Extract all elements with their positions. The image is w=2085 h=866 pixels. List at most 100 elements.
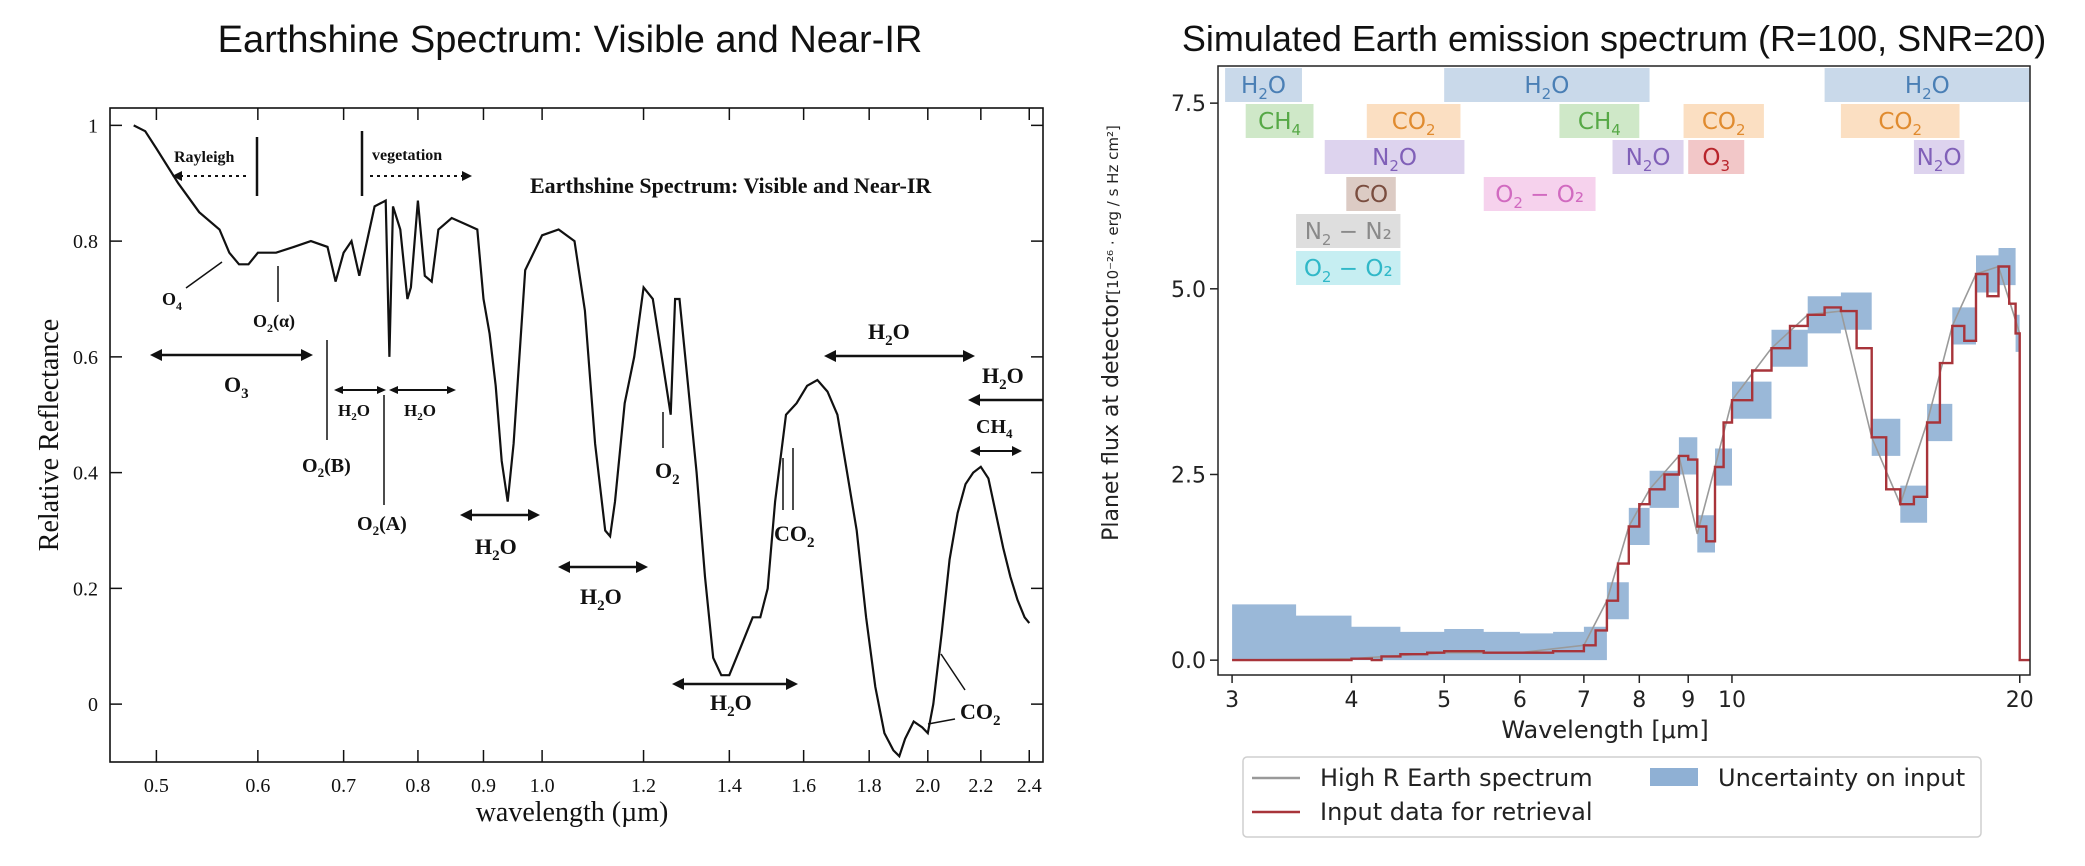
x-tick-label: 0.9 [471, 775, 496, 797]
band-rect [1559, 104, 1640, 138]
axis-ticks: 0.5 0.6 0.7 0.8 0.9 1.0 1.2 1.4 1.6 1.8 2.0 2.2 2.4 0… [73, 108, 1043, 797]
x-tick-label: 0.5 [144, 775, 169, 797]
x-tick-label: 10 [1718, 688, 1746, 713]
band-rect [1612, 140, 1684, 174]
co2-pointer-3 [940, 653, 966, 691]
emission-chart: Simulated Earth emission spectrum (R=100… [1099, 18, 2046, 838]
band-rect [1245, 104, 1314, 138]
band-label: CO2 [1878, 109, 1922, 139]
o3-label: O3 [224, 372, 249, 402]
x-tick-label: 6 [1513, 688, 1527, 713]
h2o-label-7: H2O [982, 363, 1024, 393]
co2-label-2: CO2 [960, 699, 1001, 729]
x-axis-label: wavelength (µm) [476, 797, 669, 828]
x-tick-label: 1.2 [631, 775, 656, 797]
y-axis-label: Relative Reflectance [34, 319, 65, 551]
y-tick-label: 0.8 [73, 231, 98, 253]
x-tick-label: 2.2 [968, 775, 993, 797]
co2-pointer-4 [927, 718, 956, 725]
band-label: CO2 [1702, 109, 1746, 139]
h2o-label-6: H2O [868, 319, 910, 349]
axis-ticks: 3 4 5 6 7 8 9 10 20 0.0 2.5 5.0 7.5 [1171, 92, 2034, 713]
y-axis-units: [10⁻²⁶ · erg / s Hz cm²] [1104, 125, 1122, 295]
rayleigh-label: Rayleigh [174, 149, 235, 166]
x-tick-label: 1.6 [791, 775, 816, 797]
x-tick-label: 1.0 [530, 775, 555, 797]
band-label: N2O [1917, 145, 1962, 175]
legend-label-uncertainty: Uncertainty on input [1718, 764, 1965, 792]
x-tick-label: 1.4 [717, 775, 742, 797]
y-tick-label: 0.2 [73, 578, 98, 600]
legend: High R Earth spectrum Input data for ret… [1242, 756, 1982, 838]
band-label: O3 [1702, 145, 1730, 175]
band-rect [1346, 177, 1396, 211]
h2o-arrowhead-7 [968, 394, 980, 406]
x-tick-label: 5 [1437, 688, 1451, 713]
legend-label-input: Input data for retrieval [1320, 798, 1592, 826]
band-rect [1366, 104, 1461, 138]
y-tick-label: 5.0 [1171, 278, 1206, 303]
absorption-annotations: Rayleigh vegetation O4 O2(α) O3 O2(B) [150, 131, 1043, 729]
ch4-label: CH4 [976, 416, 1013, 441]
vegetation-arrowhead [462, 171, 472, 181]
band-label: N2 − N₂ [1305, 219, 1392, 249]
band-label: CO [1354, 182, 1388, 208]
inner-title: Earthshine Spectrum: Visible and Near-IR [530, 173, 932, 198]
x-tick-label: 1.8 [857, 775, 882, 797]
plot-frame [1217, 65, 2031, 676]
x-tick-label: 7 [1577, 688, 1591, 713]
band-rect [1840, 104, 1960, 138]
h2o-label-5: H2O [710, 690, 752, 720]
band-label: CH4 [1258, 109, 1301, 139]
vegetation-label: vegetation [372, 147, 442, 164]
uncertainty-band [1232, 248, 2020, 661]
y-tick-label: 0.0 [1171, 649, 1206, 674]
band-rect [1913, 140, 1965, 174]
o4-label: O4 [162, 289, 182, 313]
x-tick-label: 0.6 [245, 775, 270, 797]
band-rect [1824, 68, 2030, 102]
band-label: N2O [1626, 145, 1671, 175]
o2-1270-label: O2 [655, 458, 680, 488]
band-label: H2O [1905, 73, 1950, 103]
x-tick-label: 2.4 [1017, 775, 1042, 797]
band-rect [1225, 68, 1302, 102]
x-axis-label: Wavelength [μm] [1501, 716, 1708, 744]
o4-pointer [185, 261, 223, 289]
y-tick-label: 7.5 [1171, 92, 1206, 117]
legend-swatch-uncertainty [1650, 768, 1698, 786]
o2alpha-label: O2(α) [253, 311, 295, 335]
x-tick-label: 0.7 [331, 775, 356, 797]
y-tick-label: 0 [88, 694, 98, 716]
band-label: CH4 [1578, 109, 1621, 139]
band-label: N2O [1372, 145, 1417, 175]
y-tick-label: 2.5 [1171, 463, 1206, 488]
x-tick-label: 9 [1681, 688, 1695, 713]
earthshine-chart: Earthshine Spectrum: Visible and Near-IR… [34, 19, 1044, 828]
y-tick-label: 0.6 [73, 347, 98, 369]
y-tick-label: 0.4 [73, 463, 98, 485]
y-tick-label: 1 [88, 115, 98, 137]
band-label: O2 − O₂ [1304, 256, 1393, 286]
reflectance-line [133, 124, 1031, 759]
h2o-label-1: H2O [338, 401, 370, 423]
band-rect [1296, 251, 1401, 285]
h2o-label-4: H2O [580, 584, 622, 614]
o2a-label: O2(A) [357, 513, 407, 538]
x-tick-label: 4 [1345, 688, 1359, 713]
band-rect [1296, 214, 1401, 248]
band-rect [1324, 140, 1465, 174]
legend-frame [1242, 756, 1982, 838]
x-tick-label: 2.0 [915, 775, 940, 797]
rayleigh-arrowhead [172, 171, 182, 181]
band-label: CO2 [1392, 109, 1436, 139]
co2-label-1: CO2 [774, 521, 815, 551]
chart-title: Simulated Earth emission spectrum (R=100… [1182, 18, 2046, 59]
band-rect [1683, 104, 1764, 138]
band-rect [1444, 68, 1650, 102]
h2o-label-3: H2O [475, 534, 517, 564]
band-label: O2 − O₂ [1495, 182, 1584, 212]
band-label: H2O [1524, 73, 1569, 103]
y-axis-label: Planet flux at detector [1099, 294, 1124, 541]
input-data-line [1232, 265, 2030, 662]
